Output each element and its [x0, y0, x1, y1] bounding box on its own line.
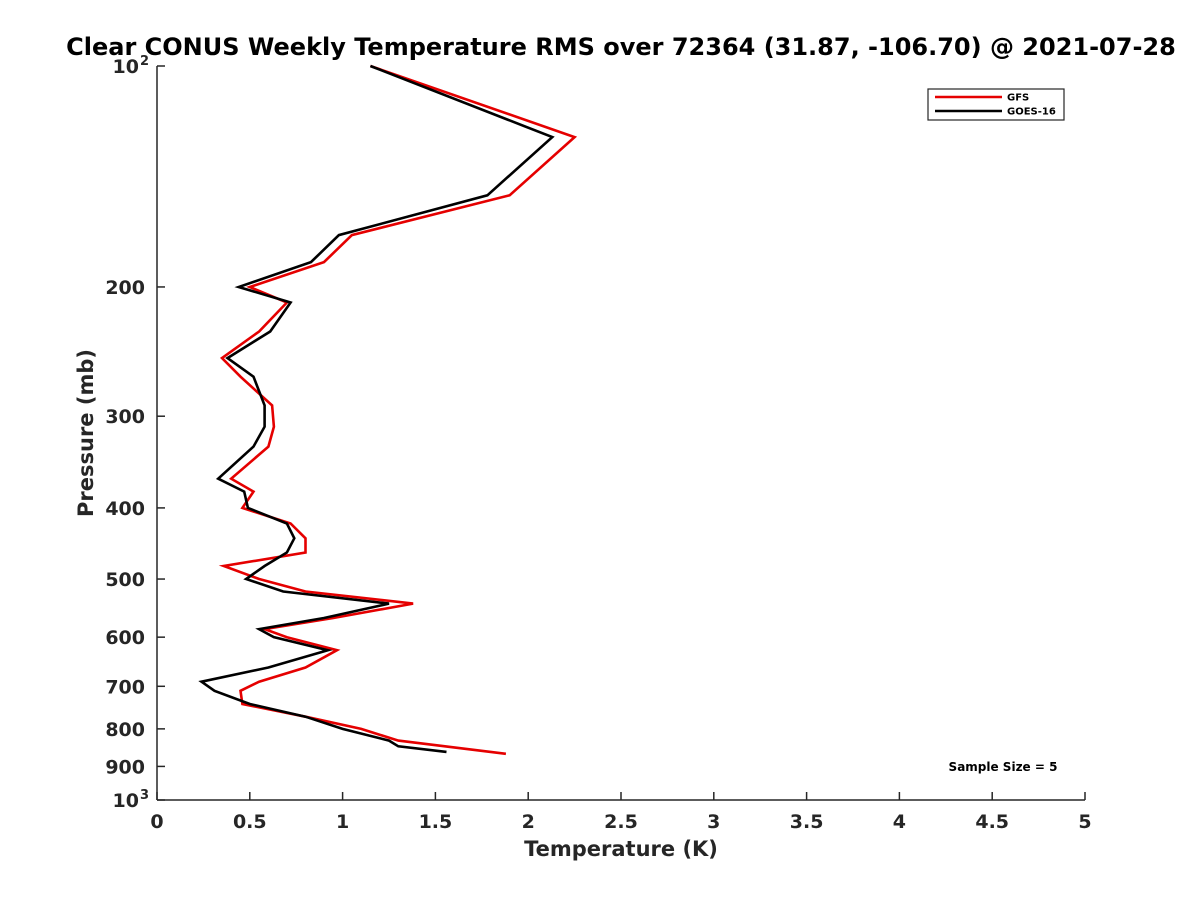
y-tick-label: 400 [105, 498, 145, 520]
x-tick-label: 0.5 [233, 811, 267, 833]
y-tick-label: 700 [105, 676, 145, 698]
x-tick-label: 4.5 [975, 811, 1009, 833]
y-tick-label-base: 300 [105, 406, 145, 428]
y-tick-label: 10 [113, 56, 139, 78]
y-tick-label-base: 800 [105, 719, 145, 741]
y-tick-label-base: 900 [105, 756, 145, 778]
series-group [198, 64, 578, 756]
y-tick-label-base: 600 [105, 627, 145, 649]
y-tick-label-base: 500 [105, 569, 145, 591]
x-tick-label: 1 [336, 811, 349, 833]
x-ticks: 0 0.5 1 1.5 2 2.5 3 3.5 4 4.5 5 [150, 792, 1092, 833]
y-tick-label: 900 [105, 756, 145, 778]
y-tick-label: 500 [105, 569, 145, 591]
y-tick-exponent: 3 [140, 788, 149, 803]
legend-entry-label: GFS [1007, 93, 1029, 104]
y-tick-label-base: 10 [113, 790, 139, 812]
x-tick-label: 2.5 [604, 811, 638, 833]
y-tick-label: 800 [105, 719, 145, 741]
chart-title: Clear CONUS Weekly Temperature RMS over … [66, 33, 1176, 61]
x-tick-label: 3.5 [790, 811, 824, 833]
x-tick-label: 3 [707, 811, 720, 833]
y-tick-exponent: 2 [140, 54, 149, 69]
sample-size-annotation: Sample Size = 5 [949, 760, 1058, 774]
y-tick-label: 600 [105, 627, 145, 649]
x-tick-label: 1.5 [419, 811, 453, 833]
x-axis-label: Temperature (K) [524, 837, 718, 861]
y-tick-label-base: 200 [105, 277, 145, 299]
y-axis-label: Pressure (mb) [74, 349, 98, 517]
legend: GFS GOES-16 [927, 88, 1065, 121]
y-tick-label-base: 10 [113, 56, 139, 78]
legend-box [927, 88, 1065, 121]
series-line-goes-16 [198, 64, 555, 754]
x-tick-label: 2 [522, 811, 535, 833]
y-tick-label: 200 [105, 277, 145, 299]
x-tick-label: 5 [1078, 811, 1091, 833]
legend-entry-label: GOES-16 [1007, 107, 1056, 118]
y-tick-label: 10 [113, 790, 139, 812]
x-tick-label: 0 [150, 811, 163, 833]
x-tick-label: 4 [893, 811, 906, 833]
y-tick-label-base: 400 [105, 498, 145, 520]
y-tick-label: 300 [105, 406, 145, 428]
y-tick-label-base: 700 [105, 676, 145, 698]
